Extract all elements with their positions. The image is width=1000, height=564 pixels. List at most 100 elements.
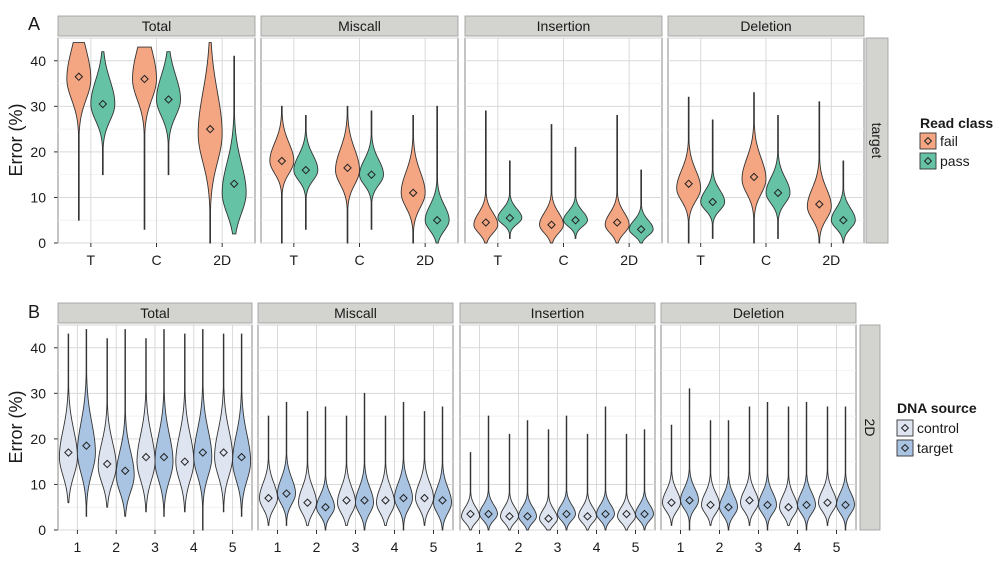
facet-strip [660,302,857,324]
y-tick-label: 20 [30,431,46,447]
legend-key-marker [900,423,910,433]
violin-pass [424,105,450,244]
mean-marker [745,496,754,505]
x-tick-label: 4 [190,539,198,555]
mean-marker [303,498,312,507]
mean-marker [505,512,514,521]
mean-marker [684,179,693,189]
mean-marker [773,188,783,198]
legend-key-pass [919,152,937,170]
mean-marker [98,99,108,109]
facet-strip-label: Deletion [733,305,784,321]
violin-control [136,338,156,513]
mean-marker [277,156,287,166]
violin-pass [830,160,856,244]
facet-strip [257,302,454,324]
facet-insertion: Insertion T C 2D [464,15,663,268]
x-tick-label: 2 [515,539,523,555]
facet-strip-label: Insertion [537,18,591,34]
mean-marker [763,500,772,510]
x-tick-label: 4 [391,539,399,555]
x-tick-label: 5 [833,539,841,555]
mean-marker [601,509,610,519]
mean-marker [321,502,330,512]
row-strip-label: target [869,123,885,159]
violin-pass [359,110,384,230]
facet-strip-label: Miscall [334,305,377,321]
mean-marker [399,493,408,503]
violin-pass [293,114,319,230]
y-tick-label: 40 [30,340,46,356]
mean-marker [102,459,112,469]
mean-marker [823,498,832,507]
mean-marker [205,124,215,134]
violin-target [76,329,96,517]
violin-pass [563,146,588,239]
mean-marker [706,500,715,510]
x-tick-label: C [151,252,161,268]
violin-fail [676,96,702,244]
facet-total: Total 1 2 3 4 5 [57,302,253,555]
x-tick-label: C [354,252,364,268]
x-tick-label: 5 [632,539,640,555]
y-tick-label: 30 [30,98,46,114]
mean-marker [198,448,208,457]
mean-marker [229,179,239,189]
violin-control [539,429,558,531]
violin-control [500,433,519,531]
x-tick-label: 3 [554,539,562,555]
mean-marker [802,500,811,510]
facet-strip-label: Deletion [740,18,791,34]
mean-marker [562,509,571,519]
legend-key-control [896,419,914,437]
mean-marker [82,441,91,451]
mean-marker [523,512,532,521]
mean-marker [815,199,824,209]
mean-marker [237,452,246,462]
mean-marker [140,74,149,84]
mean-marker [784,502,793,512]
violin-target [394,401,413,531]
facet-deletion: Deletion 1 2 3 4 5 [660,302,857,555]
violin-control [175,333,195,513]
x-tick-label: C [761,252,771,268]
violin-fail [400,114,426,244]
mean-marker [420,493,429,503]
x-tick-label: 2D [620,252,638,268]
y-tick-label: 10 [30,476,46,492]
x-tick-label: 5 [229,539,237,555]
violin-target [680,388,699,531]
facet-strip [57,15,256,37]
legend-key-marker [923,136,933,146]
facet-strip [459,302,656,324]
violin-fail [197,42,223,244]
facet-insertion: Insertion 1 2 3 4 5 [459,302,656,555]
x-tick-label: 1 [74,539,82,555]
facet-strip [260,15,459,37]
mean-marker [622,509,631,519]
violin-control [259,415,278,526]
x-tick-label: 1 [677,539,685,555]
violin-control [818,406,837,526]
y-tick-label: 10 [30,189,46,205]
x-tick-label: 2D [213,252,231,268]
x-tick-label: 2 [112,539,120,555]
violin-target [596,406,615,531]
y-tick-label: 0 [38,522,46,538]
violin-control [740,406,759,526]
mean-marker [636,225,646,234]
legend-key-fail [919,132,937,150]
violin-target [115,329,135,517]
x-tick-label: 3 [352,539,360,555]
violin-control [701,420,720,526]
violin-target [797,401,816,531]
violin-control [298,411,317,526]
x-tick-label: T [494,252,503,268]
facet-strip-label: Total [140,305,170,321]
y-tick-label: 40 [30,53,46,69]
facet-strip [667,15,865,37]
violin-pass [497,160,523,239]
x-tick-label: 2 [716,539,724,555]
mean-marker [481,218,491,227]
x-tick-label: T [290,252,299,268]
